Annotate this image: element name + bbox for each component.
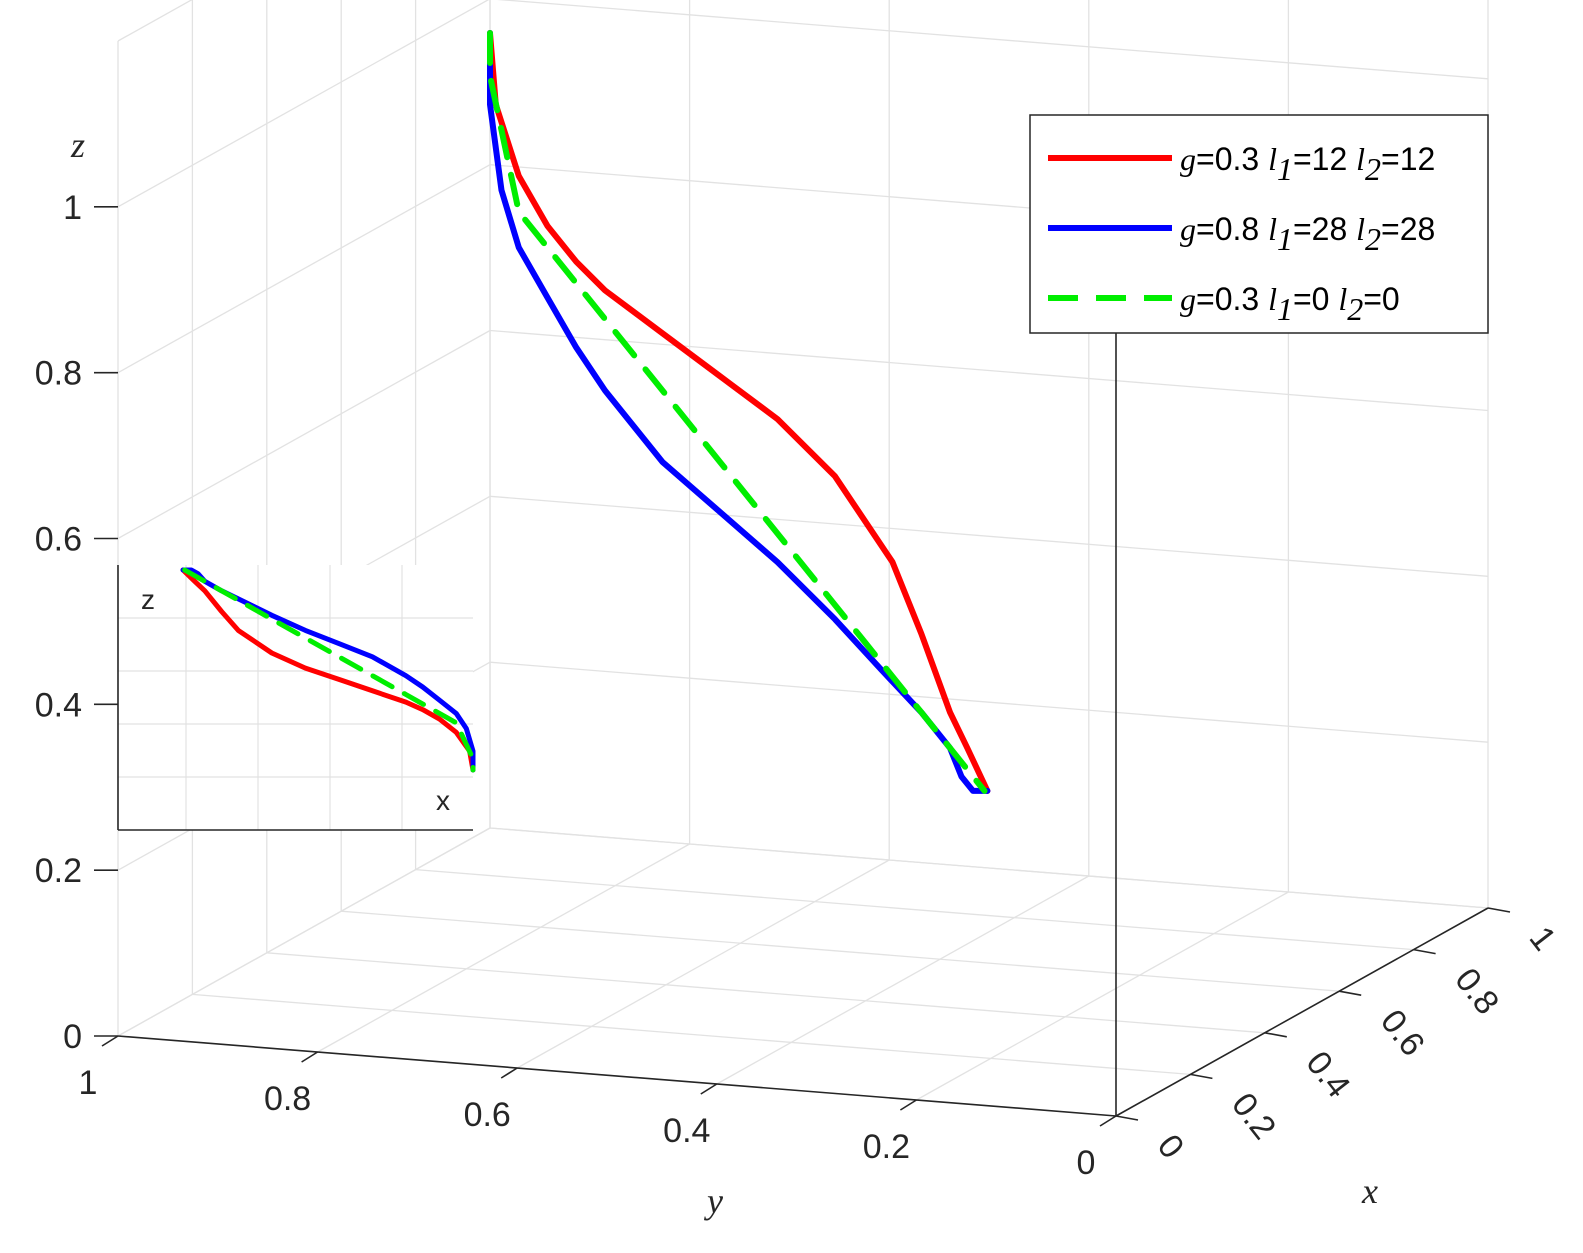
axes-layer: [117, 320, 1489, 1117]
back-wall-grid-line: [489, 661, 1489, 743]
z-tick-label: 0.6: [35, 521, 82, 559]
inset-series-line-3: [182, 567, 476, 773]
floor-grid-line: [415, 868, 1414, 951]
x-axis-line: [1115, 907, 1489, 1117]
x-tick-label: 0.6: [1373, 1003, 1432, 1064]
y-tick-label: 0.6: [464, 1096, 511, 1134]
z-tick-label: 0.2: [35, 852, 82, 890]
floor-grid-line: [516, 859, 890, 1069]
legend-label-1: g=0.3 l1=12 l2=12: [1180, 141, 1435, 187]
side-wall-grid-line: [117, 827, 491, 1037]
y-axis-label: y: [704, 1181, 723, 1221]
y-tick-label: 1: [79, 1064, 98, 1102]
y-tick-mark: [500, 1067, 518, 1079]
floor-grid-line: [916, 891, 1289, 1101]
z-tick-label: 0.4: [35, 686, 82, 724]
y-tick-mark: [899, 1099, 917, 1111]
y-tick-label: 0.8: [264, 1080, 311, 1118]
y-tick-label: 0.4: [663, 1112, 710, 1150]
legend-label-3: g=0.3 l1=0 l2=0: [1180, 281, 1400, 327]
z-tick-label: 0: [63, 1018, 82, 1056]
series-line-2: [487, 30, 991, 794]
z-tick-label: 1: [63, 189, 82, 227]
x-axis-label: x: [1361, 1171, 1378, 1211]
y-tick-mark: [1099, 1115, 1117, 1127]
z-axis-label: z: [70, 125, 85, 165]
inset-layer: zx: [117, 565, 476, 831]
side-wall-grid-line: [117, 329, 491, 540]
x-tick-mark: [1115, 1115, 1139, 1121]
x-tick-mark: [1339, 990, 1362, 996]
back-wall-grid-line: [489, 495, 1489, 577]
floor-grid-line: [192, 993, 1191, 1076]
x-tick-mark: [1264, 1032, 1287, 1038]
y-tick-mark: [301, 1051, 319, 1063]
x-tick-label: 0.8: [1447, 961, 1506, 1022]
inset-background: [118, 565, 473, 830]
y-tick-mark: [101, 1035, 119, 1047]
back-wall-grid-line: [489, 329, 1489, 412]
floor-grid-line: [266, 952, 1265, 1034]
series-line-1: [487, 30, 991, 794]
x-tick-label: 0: [1150, 1128, 1192, 1166]
x-tick-label: 0.2: [1224, 1086, 1283, 1147]
ticks-layer: 0 0.2 0.4 0.6 0.8 1 1 0.8 0.6 0.4 0.2 0 0 0.2 0.4 0.6 0.…: [35, 189, 1564, 1182]
inset-series-line-1: [180, 567, 476, 773]
y-axis-line: [117, 1035, 1117, 1117]
x-tick-mark: [1413, 948, 1436, 955]
side-wall-grid-line: [117, 0, 490, 208]
box-edge: [117, 0, 193, 42]
series-line-3: [487, 30, 988, 794]
inset-z-label: z: [141, 584, 155, 615]
y-tick-mark: [700, 1083, 718, 1095]
z-tick-label: 0.8: [35, 355, 82, 393]
x-tick-mark: [1487, 907, 1511, 913]
back-wall-grid-line: [489, 827, 1489, 909]
x-tick-label: 0.4: [1298, 1044, 1357, 1105]
x-tick-label: 1: [1522, 920, 1564, 958]
series-layer: [487, 30, 991, 794]
floor-grid-line: [341, 910, 1340, 992]
y-tick-label: 0.2: [863, 1128, 910, 1166]
back-wall-grid-line: [496, 0, 1489, 80]
y-tick-label: 0: [1077, 1144, 1096, 1182]
legend-label-2: g=0.8 l1=28 l2=28: [1180, 211, 1435, 257]
legend: g=0.3 l1=12 l2=12 g=0.8 l1=28 l2=28 g=0.3 …: [1029, 114, 1489, 334]
floor-grid-line: [716, 875, 1090, 1085]
x-tick-mark: [1190, 1073, 1213, 1080]
floor-grid-line: [317, 843, 690, 1053]
inset-x-label: x: [436, 785, 450, 816]
side-wall-grid-line: [117, 164, 491, 374]
